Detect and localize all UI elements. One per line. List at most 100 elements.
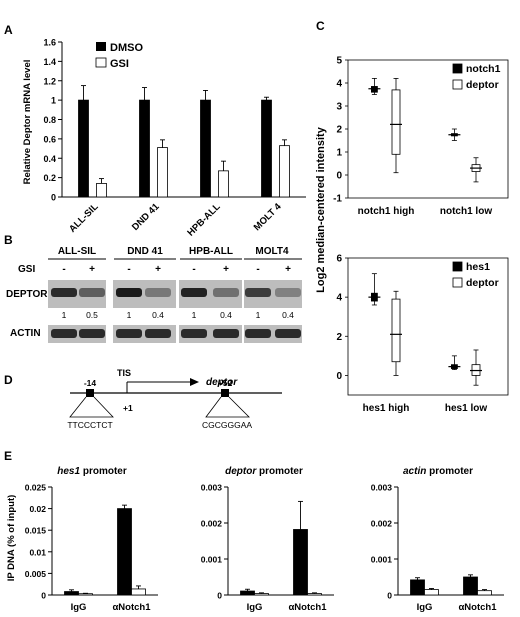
band-quant-value: 0.4	[220, 310, 232, 320]
gsi-sign: -	[256, 264, 259, 275]
y-tick-label: 0.4	[43, 154, 56, 164]
band-deptor	[181, 288, 207, 297]
cell-line-label: DND 41	[127, 246, 163, 257]
panel-e-deptor-chart: 0 0.001 0.002 0.003 IgG αNotch1	[201, 483, 334, 613]
y-tick-label: 1.6	[43, 38, 56, 48]
y-tick-label: 1.2	[43, 76, 56, 86]
cell-line-label: MOLT4	[255, 246, 289, 257]
y-tick-label: 2	[336, 125, 342, 136]
bar	[261, 99, 272, 198]
plot-frame	[347, 257, 509, 396]
legend-label-gsi: GSI	[110, 58, 129, 70]
gsi-sign: -	[192, 264, 195, 275]
cell-line-label: ALL-SIL	[58, 246, 96, 257]
bar	[117, 508, 132, 596]
legend-swatch	[452, 261, 463, 272]
band-actin	[145, 329, 171, 338]
panel-c-bottom-boxplot: 0 2 4 6 hes1 high hes1 low hes1 deptor	[336, 254, 509, 414]
gsi-sign: -	[127, 264, 130, 275]
band-quantification: 1 0.5 1 0.4 1 0.4 1 0.4	[62, 310, 295, 320]
bar	[131, 588, 146, 596]
band-quant-value: 0.4	[282, 310, 294, 320]
y-tick-label: 1.4	[43, 57, 56, 67]
y-tick-label: 0	[41, 591, 46, 601]
y-tick-label: 0.8	[43, 115, 56, 125]
legend-label: notch1	[466, 63, 501, 75]
band-quant-value: 1	[256, 310, 261, 320]
gsi-sign: -	[62, 264, 65, 275]
y-tick-label: -1	[333, 194, 342, 205]
x-group-label: hes1 high	[363, 403, 410, 414]
bar	[139, 99, 150, 198]
y-tick-label: 0.001	[201, 555, 223, 565]
gsi-signs: - + - + - + - +	[62, 264, 291, 275]
binding-site-marker	[86, 389, 94, 397]
bar	[254, 593, 269, 596]
x-category-label: IgG	[247, 602, 263, 613]
bar	[64, 591, 79, 596]
legend-swatch-gsi	[95, 57, 107, 68]
panel-letter-d: D	[4, 373, 13, 387]
site-callout	[205, 396, 250, 418]
panel-b-western-blot: ALL-SIL DND 41 HPB-ALL MOLT4 GSI - + - + - + -…	[6, 246, 302, 343]
y-tick-label: 0.2	[43, 173, 56, 183]
binding-sequence: TTCCCTCT	[67, 420, 112, 430]
y-tick-label: 3	[336, 102, 342, 113]
legend-swatch	[452, 63, 463, 74]
band-actin	[79, 329, 105, 338]
x-group-label: notch1 high	[358, 206, 415, 217]
y-tick-label: 0.01	[29, 547, 46, 557]
x-category-label: ALL-SIL	[67, 201, 101, 235]
arrowhead-icon	[190, 378, 199, 386]
band-actin	[275, 329, 301, 338]
band-quant-value: 1	[127, 310, 132, 320]
bar	[157, 147, 168, 198]
panel-d-promoter-diagram: TIS deptor -14 +52 +1 TTCCCTCT CGCGGGAA	[67, 368, 282, 430]
y-tick-label: 0.02	[29, 504, 46, 514]
legend-label: deptor	[466, 277, 499, 289]
y-tick-label: 0	[217, 591, 222, 601]
panel-letter-b: B	[4, 233, 13, 247]
y-tick-label: 1	[336, 148, 342, 159]
gsi-sign: +	[285, 264, 291, 275]
bar	[218, 170, 229, 198]
x-category-label: αNotch1	[458, 602, 497, 613]
site-position: -14	[84, 378, 97, 388]
y-tick-label: 0.015	[25, 526, 47, 536]
gene-name: deptor	[206, 377, 238, 388]
bar	[307, 593, 322, 596]
band-deptor	[275, 288, 301, 297]
binding-sequence: CGCGGGAA	[202, 420, 252, 430]
band-quant-value: 0.5	[86, 310, 98, 320]
legend-swatch-dmso	[96, 42, 106, 51]
x-category-label: IgG	[71, 602, 87, 613]
panel-e-hes1-chart: 0 0.005 0.01 0.015 0.02 0.025 IgG αNotch1	[25, 483, 158, 613]
y-tick-label: 0.005	[25, 569, 47, 579]
band-quant-value: 0.4	[152, 310, 164, 320]
panel-a-ylabel: Relative Deptor mRNA level	[22, 60, 33, 185]
cell-line-label: HPB-ALL	[189, 246, 233, 257]
x-group-label: hes1 low	[445, 403, 487, 414]
x-category-label: αNotch1	[112, 602, 151, 613]
site-callout	[69, 396, 114, 418]
y-tick-label: 0.001	[371, 555, 393, 565]
bar	[279, 145, 290, 198]
gsi-row-label: GSI	[18, 264, 35, 275]
panel-letter-a: A	[4, 23, 13, 37]
y-tick-label: 0.002	[371, 519, 393, 529]
legend-label: hes1	[466, 261, 490, 273]
bar	[293, 529, 308, 596]
x-category-label: IgG	[417, 602, 433, 613]
panel-a-bar-chart: 0 0.2 0.4 0.6 0.8 1 1.2 1.4 1.6 ALL-SIL DND 41 HPB-…	[43, 38, 306, 239]
y-tick-label: 0	[387, 591, 392, 601]
bar	[200, 99, 211, 198]
gsi-sign: +	[89, 264, 95, 275]
band-actin	[116, 329, 142, 338]
band-deptor	[51, 288, 77, 297]
bar	[463, 576, 478, 596]
y-tick-label: 0.002	[201, 519, 223, 529]
x-category-label: HPB-ALL	[185, 201, 222, 238]
y-tick-label: 1	[51, 96, 56, 106]
band-actin	[213, 329, 239, 338]
panel-c-ylabel: Log2 median-centered intensity	[315, 126, 327, 293]
